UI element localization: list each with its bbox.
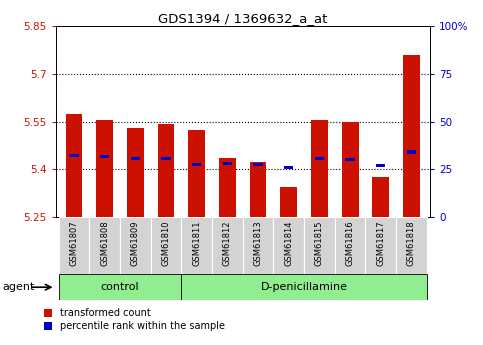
Bar	[366, 217, 396, 274]
Bar	[396, 217, 427, 274]
Bar	[341, 121, 358, 217]
Bar	[311, 120, 328, 217]
Bar	[127, 128, 144, 217]
Bar	[100, 155, 109, 158]
Bar	[315, 157, 324, 160]
Bar	[181, 217, 212, 274]
Bar	[89, 217, 120, 274]
Bar	[212, 217, 243, 274]
Bar	[120, 217, 151, 274]
Bar	[192, 163, 201, 166]
Bar	[58, 217, 89, 274]
Bar	[376, 164, 385, 167]
Bar	[151, 217, 181, 274]
Text: GSM61807: GSM61807	[70, 220, 78, 266]
Bar	[188, 130, 205, 217]
Text: GSM61813: GSM61813	[254, 220, 263, 266]
Bar	[96, 120, 113, 217]
Bar	[161, 157, 170, 160]
Text: agent: agent	[2, 282, 35, 292]
Bar	[131, 157, 140, 160]
Bar	[70, 154, 79, 157]
Bar	[181, 274, 427, 300]
Text: D-penicillamine: D-penicillamine	[260, 282, 348, 292]
Text: GSM61809: GSM61809	[131, 220, 140, 266]
Bar	[243, 217, 273, 274]
Bar	[345, 158, 355, 161]
Text: GSM61817: GSM61817	[376, 220, 385, 266]
Bar	[403, 55, 420, 217]
Bar	[223, 162, 232, 165]
Bar	[372, 177, 389, 217]
Text: GSM61815: GSM61815	[315, 220, 324, 266]
Text: GSM61812: GSM61812	[223, 220, 232, 266]
Bar	[254, 163, 263, 166]
Bar	[284, 166, 293, 169]
Bar	[407, 150, 416, 154]
Bar	[250, 161, 267, 217]
Text: GSM61810: GSM61810	[161, 220, 170, 266]
Legend: transformed count, percentile rank within the sample: transformed count, percentile rank withi…	[43, 308, 225, 332]
Text: control: control	[100, 282, 139, 292]
Bar	[304, 217, 335, 274]
Bar	[157, 124, 174, 217]
Bar	[219, 158, 236, 217]
Bar	[273, 217, 304, 274]
Text: GSM61818: GSM61818	[407, 220, 416, 266]
Bar	[280, 187, 297, 217]
Bar	[335, 217, 366, 274]
Text: GSM61808: GSM61808	[100, 220, 109, 266]
Bar	[66, 114, 83, 217]
Text: GSM61816: GSM61816	[346, 220, 355, 266]
Text: GSM61811: GSM61811	[192, 220, 201, 266]
Text: GSM61814: GSM61814	[284, 220, 293, 266]
Bar	[58, 274, 181, 300]
Title: GDS1394 / 1369632_a_at: GDS1394 / 1369632_a_at	[158, 12, 327, 25]
